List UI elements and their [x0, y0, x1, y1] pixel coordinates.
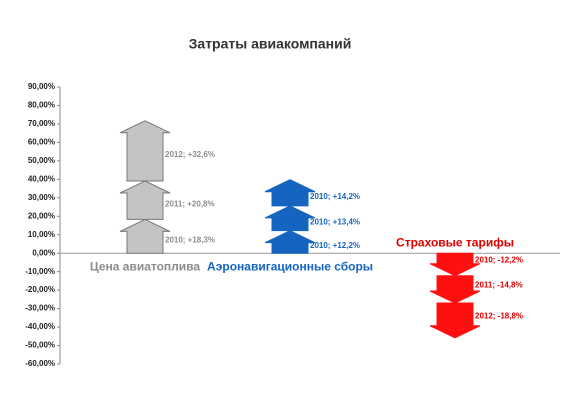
- y-tick-label: 50,00%: [28, 156, 55, 165]
- value-label: 2012; +32,6%: [165, 150, 215, 159]
- category-label: Аэронавигационные сборы: [207, 259, 373, 273]
- arrow-segment: [429, 302, 481, 339]
- value-label: 2011; -14,8%: [475, 281, 523, 290]
- y-tick-label: 60,00%: [28, 138, 55, 147]
- arrow-segment: [119, 218, 171, 254]
- y-tick-label: 90,00%: [28, 82, 55, 91]
- chart-title: Затраты авиакомпаний: [189, 36, 352, 52]
- y-tick-label: 40,00%: [28, 174, 55, 183]
- y-tick-label: 70,00%: [28, 119, 55, 128]
- category-label: Цена авиатоплива: [90, 259, 200, 273]
- y-tick-label: 30,00%: [28, 193, 55, 202]
- arrow-segment: [264, 179, 316, 207]
- arrow-segment: [264, 205, 316, 232]
- y-tick-label: 10,00%: [28, 230, 55, 239]
- arrow-segment: [119, 180, 171, 220]
- value-label: 2012; -18,8%: [475, 312, 523, 321]
- y-tick-label: 80,00%: [28, 101, 55, 110]
- y-tick-label: -40,00%: [25, 322, 55, 331]
- arrow-segment: [429, 275, 481, 304]
- y-tick-label: -10,00%: [25, 267, 55, 276]
- arrow-segment: [429, 252, 481, 277]
- y-tick-label: 20,00%: [28, 211, 55, 220]
- value-label: 2010; +13,4%: [310, 217, 360, 226]
- y-tick-label: -50,00%: [25, 341, 55, 350]
- arrow-segment: [264, 230, 316, 254]
- category-label: Страховые тарифы: [396, 235, 514, 249]
- value-label: 2010; +12,2%: [310, 241, 360, 250]
- y-tick-label: 0,00%: [32, 248, 55, 257]
- y-tick-label: -30,00%: [25, 304, 55, 313]
- value-label: 2011; +20,8%: [165, 199, 215, 208]
- y-tick-label: -60,00%: [25, 359, 55, 368]
- value-label: 2010; +14,2%: [310, 192, 360, 201]
- y-tick-label: -20,00%: [25, 285, 55, 294]
- value-label: 2010; -12,2%: [475, 256, 523, 265]
- value-label: 2010; +18,3%: [165, 235, 215, 244]
- arrow-segment: [119, 120, 171, 182]
